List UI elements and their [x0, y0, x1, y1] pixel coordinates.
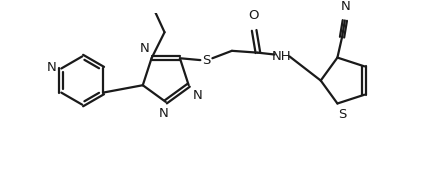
Text: N: N [159, 106, 169, 120]
Text: O: O [248, 9, 259, 22]
Text: N: N [140, 41, 150, 54]
Text: N: N [341, 0, 351, 13]
Text: NH: NH [272, 50, 292, 63]
Text: S: S [202, 54, 210, 67]
Text: S: S [338, 108, 346, 121]
Text: N: N [193, 89, 202, 102]
Text: N: N [47, 61, 56, 74]
